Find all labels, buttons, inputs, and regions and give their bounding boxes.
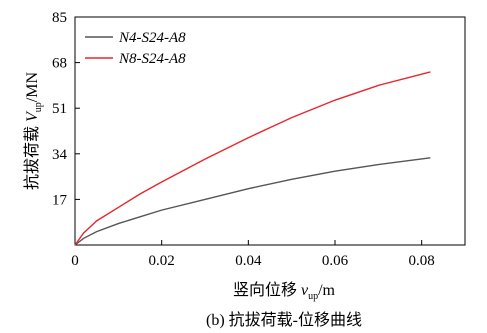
ticks: 0 0.02 0.04 0.06 0.08 17 34 51 68 85 bbox=[52, 10, 435, 269]
series-line bbox=[74, 157, 431, 246]
x-tick-label: 0.08 bbox=[409, 253, 435, 269]
x-axis-label: 竖向位移 vup/m bbox=[233, 281, 336, 302]
legend: N4-S24-A8 N8-S24-A8 bbox=[85, 30, 186, 67]
series-lines bbox=[74, 71, 431, 246]
y-tick-label: 85 bbox=[52, 10, 67, 26]
legend-label: N8-S24-A8 bbox=[118, 51, 186, 67]
y-tick-label: 51 bbox=[52, 101, 67, 117]
y-tick-label: 34 bbox=[52, 147, 68, 163]
plot-area bbox=[74, 16, 466, 246]
x-tick-label: 0 bbox=[71, 253, 79, 269]
legend-label: N4-S24-A8 bbox=[118, 30, 186, 46]
y-tick-label: 17 bbox=[52, 192, 68, 208]
x-tick-label: 0.06 bbox=[322, 253, 349, 269]
figure-caption: (b) 抗拔荷载-位移曲线 bbox=[206, 311, 362, 329]
x-tick-label: 0.04 bbox=[235, 253, 262, 269]
plot-frame bbox=[74, 16, 466, 246]
y-axis-label: 抗拔荷载 Vup/MN bbox=[23, 72, 44, 190]
x-tick-label: 0.02 bbox=[149, 253, 175, 269]
series-line bbox=[74, 71, 431, 246]
y-tick-label: 68 bbox=[52, 56, 67, 72]
